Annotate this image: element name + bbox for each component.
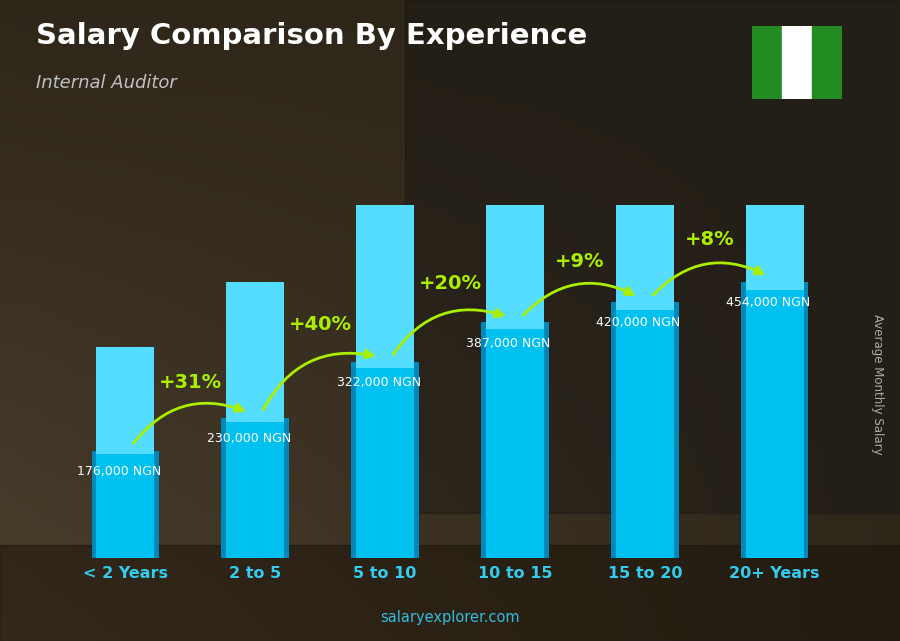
Bar [745,14,804,290]
Text: Salary Comparison By Experience: Salary Comparison By Experience [36,22,587,51]
Bar [0,545,900,641]
Bar [611,303,679,558]
Bar [405,0,900,513]
Bar [544,322,549,558]
Text: salaryexplorer.com: salaryexplorer.com [380,610,520,625]
Text: +31%: +31% [158,373,222,392]
Text: 322,000 NGN: 322,000 NGN [337,376,420,389]
Bar [741,281,808,558]
Bar [221,418,289,558]
Bar [482,322,549,558]
Bar [92,451,159,558]
Bar [611,303,616,558]
Bar [155,451,159,558]
Bar [351,362,418,558]
Bar [781,26,812,99]
Bar [482,322,486,558]
Text: 420,000 NGN: 420,000 NGN [596,317,680,329]
Text: 176,000 NGN: 176,000 NGN [76,465,161,478]
Bar [92,451,96,558]
Bar [812,26,842,99]
Text: 387,000 NGN: 387,000 NGN [466,337,551,349]
Bar [96,347,155,454]
Bar [356,172,414,368]
Text: +9%: +9% [555,253,605,271]
Bar [616,54,674,310]
Bar [486,94,544,329]
Text: Internal Auditor: Internal Auditor [36,74,176,92]
Bar [752,26,781,99]
Text: Average Monthly Salary: Average Monthly Salary [871,314,884,455]
Bar [284,418,289,558]
Text: 230,000 NGN: 230,000 NGN [207,432,291,445]
Bar [351,362,356,558]
Bar [226,282,284,422]
Text: +40%: +40% [289,315,352,335]
Bar [221,418,226,558]
Bar [674,303,679,558]
Bar [414,362,418,558]
Bar [741,281,745,558]
Text: 454,000 NGN: 454,000 NGN [726,296,810,309]
Bar [804,281,808,558]
Text: +20%: +20% [418,274,482,293]
Text: +8%: +8% [685,230,734,249]
